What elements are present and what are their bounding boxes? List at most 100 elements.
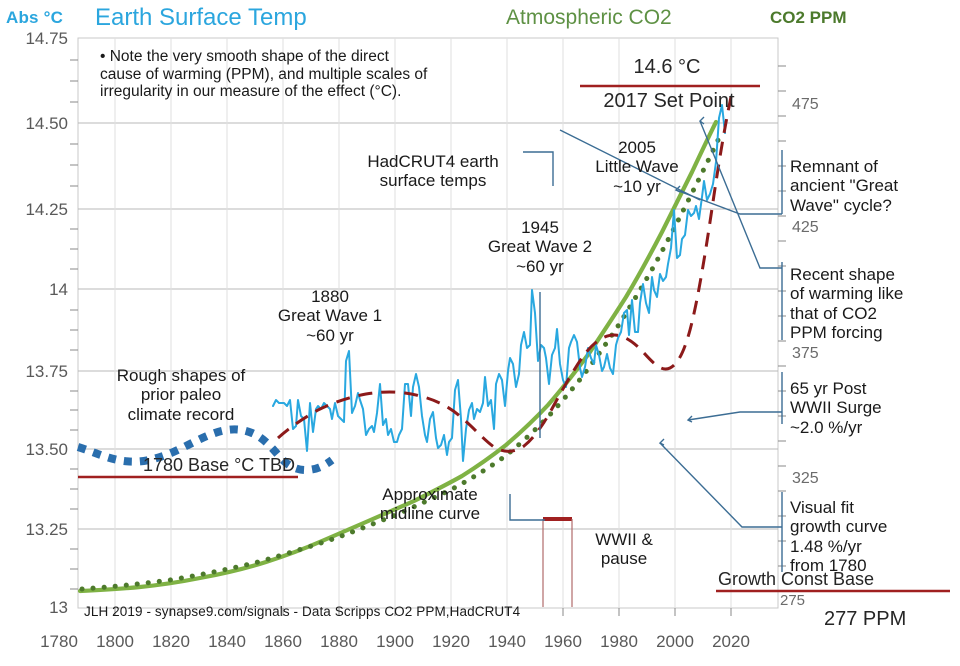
y-tick-13-75: 13.75 — [25, 362, 68, 381]
callout-wave-1880-year: 1880 — [311, 287, 349, 306]
callout-recent-shape-line-4: PPM forcing — [790, 323, 883, 343]
callout-wave-2005: 2005 Little Wave ~10 yr — [570, 138, 704, 196]
callout-wave-2005-year: 2005 — [618, 138, 656, 157]
set-point-value: 14.6 °C — [633, 56, 701, 78]
x-tick-2000: 2000 — [656, 632, 694, 651]
arrowhead-remnant — [674, 185, 681, 193]
callout-remnant-line-2: ancient "Great — [790, 176, 899, 196]
callout-wwii-pause: WWII & pause — [572, 530, 676, 569]
callout-hadcrut4-line-2: surface temps — [379, 171, 487, 191]
callout-wwii-surge: 65 yr Post WWII Surge ~2.0 %/yr — [790, 379, 960, 437]
callout-midline-curve: Approximate midline curve — [348, 485, 512, 524]
y-tick-14-75: 14.75 — [25, 29, 68, 48]
top-note-line-1: • Note the very smooth shape of the dire… — [100, 48, 389, 65]
callout-wwii-line-1: WWII & — [595, 530, 653, 549]
callout-wave-1945-period: ~60 yr — [516, 256, 564, 276]
callout-arrowheads — [658, 116, 705, 446]
label-277-ppm: 277 PPM — [824, 608, 907, 630]
leader-midline — [509, 494, 545, 521]
leader-visual-fit — [659, 442, 782, 528]
callout-visual-fit-line-3: 1.48 %/yr — [790, 536, 862, 556]
callout-visual-fit: Visual fit growth curve 1.48 %/yr from 1… — [790, 498, 960, 576]
arrowhead-recent — [698, 116, 705, 125]
x-tick-2020: 2020 — [712, 632, 750, 651]
callout-paleo: Rough shapes of prior paleo climate reco… — [86, 366, 276, 424]
x-tick-1980: 1980 — [600, 632, 638, 651]
x-tick-1880: 1880 — [320, 632, 358, 651]
callout-visual-fit-line-2: growth curve — [790, 517, 888, 537]
x-tick-1800: 1800 — [96, 632, 134, 651]
x-axis-ticks — [114, 608, 732, 616]
callout-wave-2005-name: Little Wave — [595, 157, 679, 177]
callout-remnant-line-1: Remnant of — [790, 157, 878, 176]
horizontal-gridlines — [78, 122, 778, 530]
y-tick-13-50: 13.50 — [25, 440, 68, 459]
plot-area-frame — [77, 37, 779, 609]
y-tick-13-25: 13.25 — [25, 520, 68, 539]
series-co2-ppm-dotted — [79, 133, 723, 592]
top-note-line-3: irregularity in our measure of the effec… — [100, 83, 402, 101]
left-axis-unit-label: Abs °C — [6, 8, 64, 27]
wwii-pause-marker — [542, 517, 573, 607]
callout-surge-line-1: 65 yr Post — [790, 379, 867, 398]
x-tick-1860: 1860 — [264, 632, 302, 651]
callout-visual-fit-line-4: from 1780 — [790, 556, 867, 576]
leader-remnant — [675, 189, 782, 215]
vertical-gridlines — [114, 38, 732, 608]
callout-paleo-line-1: Rough shapes of — [116, 366, 246, 385]
series-temp-midline-dashed — [276, 91, 734, 453]
callout-recent-shape-line-3: that of CO2 — [790, 303, 877, 323]
right-axis-unit-label: CO2 PPM — [770, 8, 847, 27]
y-tick-13-00: 13 — [49, 598, 68, 617]
top-note-callout: • Note the very smooth shape of the dire… — [100, 48, 520, 101]
chart-title-temperature: Earth Surface Temp — [95, 4, 307, 31]
x-tick-1780: 1780 — [40, 632, 78, 651]
credit-line: JLH 2019 - synapse9.com/signals - Data S… — [84, 604, 521, 619]
y2-tick-275: 275 — [780, 592, 806, 609]
x-tick-1960: 1960 — [544, 632, 582, 651]
chart-title-co2: Atmospheric CO2 — [506, 6, 672, 29]
set-point-label: 2017 Set Point — [603, 90, 735, 112]
y2-tick-475: 475 — [792, 96, 819, 113]
series-paleo-dotted — [76, 425, 335, 475]
y2-tick-375: 375 — [792, 345, 819, 362]
callout-surge-line-3: ~2.0 %/yr — [790, 417, 863, 437]
callout-recent-shape-line-1: Recent shape — [790, 265, 895, 284]
label-1780-base: 1780 Base °C TBD — [143, 455, 295, 475]
arrowhead-surge — [686, 415, 693, 423]
x-tick-1840: 1840 — [208, 632, 246, 651]
callout-midline-line-1: Approximate — [382, 485, 478, 504]
callout-wwii-line-2: pause — [600, 549, 648, 569]
callout-wave-2005-period: ~10 yr — [613, 176, 661, 196]
callout-wave-1880-name: Great Wave 1 — [277, 306, 383, 326]
leader-recent-shape — [699, 120, 782, 269]
y-tick-14-25: 14.25 — [25, 200, 68, 219]
callout-wave-1880: 1880 Great Wave 1 ~60 yr — [242, 287, 418, 345]
callout-paleo-line-2: prior paleo — [140, 385, 222, 405]
callout-remnant-line-3: Wave" cycle? — [790, 195, 892, 215]
top-note-line-2: cause of warming (PPM), and multiple sca… — [100, 65, 428, 83]
callout-recent-shape: Recent shape of warming like that of CO2… — [790, 265, 960, 343]
label-growth-const-base: Growth Const Base — [718, 569, 875, 589]
y2-tick-325: 325 — [792, 470, 819, 487]
series-co2-growth-curve — [77, 119, 719, 594]
series-hadcrut4-temperature — [272, 104, 726, 462]
callout-wave-1945-name: Great Wave 2 — [487, 237, 593, 257]
callout-wave-1945: 1945 Great Wave 2 ~60 yr — [452, 218, 628, 276]
arrowhead-visual-fit — [658, 438, 665, 446]
callout-midline-line-2: midline curve — [379, 504, 481, 524]
callout-surge-line-2: WWII Surge — [790, 398, 882, 418]
callout-leader-lines — [509, 120, 783, 572]
callout-wave-1945-year: 1945 — [521, 218, 559, 237]
leader-surge — [687, 411, 782, 421]
x-tick-1900: 1900 — [376, 632, 414, 651]
callout-paleo-line-3: climate record — [127, 404, 235, 424]
y-tick-14-00: 14 — [49, 280, 68, 299]
y2-tick-425: 425 — [792, 219, 819, 236]
y-tick-14-50: 14.50 — [25, 114, 68, 133]
x-tick-1940: 1940 — [488, 632, 526, 651]
callout-hadcrut4: HadCRUT4 earth surface temps — [338, 152, 528, 191]
callout-wave-1880-period: ~60 yr — [306, 325, 354, 345]
